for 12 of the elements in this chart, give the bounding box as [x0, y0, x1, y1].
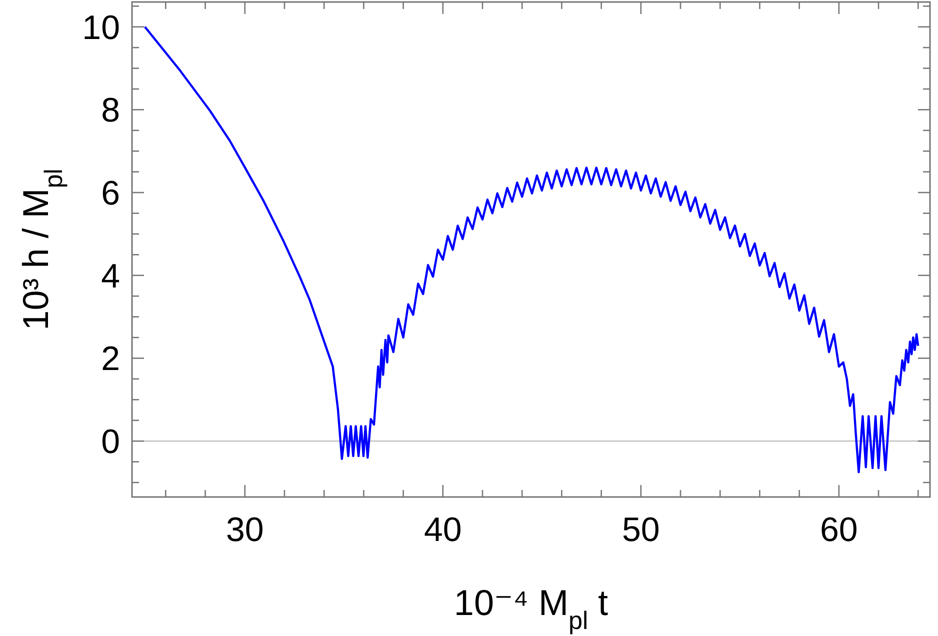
- y-tick-label: 4: [101, 257, 120, 296]
- x-tick-label: 40: [424, 511, 462, 549]
- y-tick-label: 8: [101, 92, 120, 130]
- y-tick-label: 6: [101, 174, 120, 213]
- line-series: [144, 26, 920, 474]
- y-tick-label: 0: [101, 423, 120, 462]
- y-tick-label: 2: [101, 340, 120, 378]
- x-tick-label: 30: [226, 511, 264, 549]
- x-tick-label: 60: [820, 511, 858, 549]
- y-tick-label: 10: [82, 8, 120, 47]
- x-tick-label: 50: [622, 511, 660, 549]
- x-axis-title: 10⁻⁴ M$_{pl}$ t: [454, 582, 608, 635]
